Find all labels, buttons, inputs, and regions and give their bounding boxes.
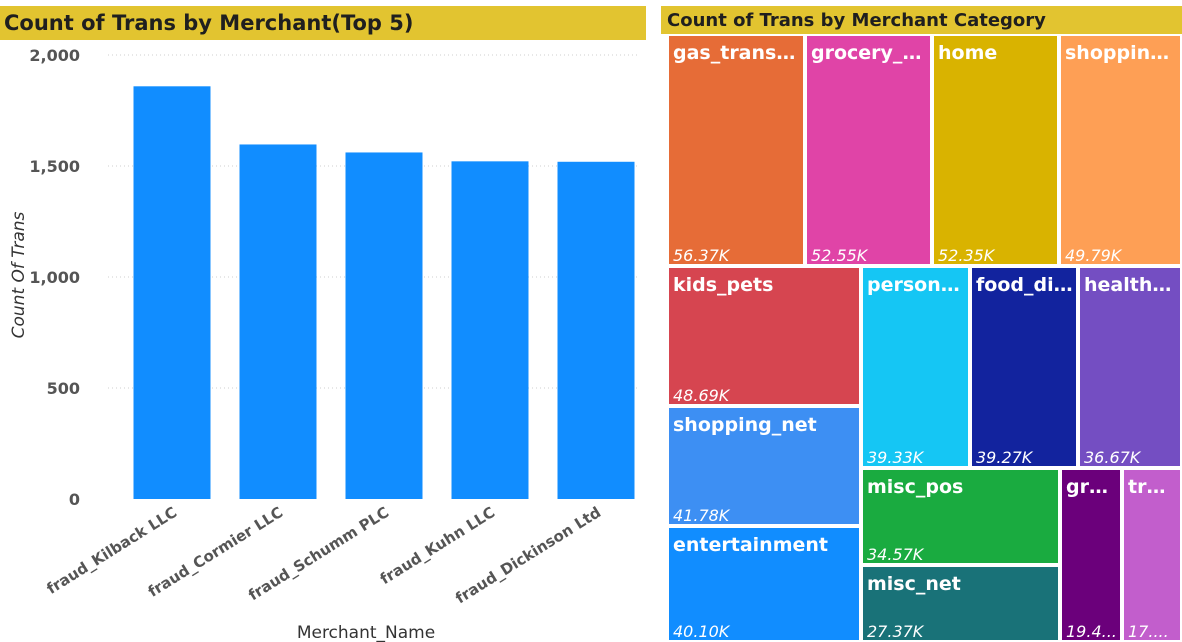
treemap-cell-value: 36.67K [1084, 448, 1141, 467]
treemap-cell-value: 19.4... [1066, 622, 1117, 641]
treemap-cell-value: 27.37K [867, 622, 924, 641]
treemap-cell-name: home [938, 42, 998, 64]
treemap-cell-name: persona... [867, 274, 966, 296]
treemap-cell-name: gas_transp... [673, 42, 801, 64]
treemap-cell-name: health_... [1084, 274, 1178, 296]
treemap-cell-value: 17.... [1128, 622, 1169, 641]
treemap-cell[interactable]: shopping_net 41.78K [667, 406, 861, 526]
treemap-cell[interactable]: grocery_p... 52.55K [805, 34, 932, 266]
treemap-cell[interactable]: food_di... 39.27K [970, 266, 1078, 468]
bar-chart-panel: Count of Trans by Merchant(Top 5) 0 500 1,… [0, 6, 646, 642]
treemap-cell[interactable]: health_... 36.67K [1078, 266, 1182, 468]
treemap-panel: Count of Trans by Merchant Category gas_… [661, 0, 1182, 642]
treemap-cell[interactable]: gas_transp... 56.37K [667, 34, 805, 266]
treemap-cell[interactable]: persona... 39.33K [861, 266, 970, 468]
bar [345, 152, 423, 499]
treemap-cell-value: 56.37K [673, 246, 730, 265]
treemap-cell-value: 40.10K [673, 622, 730, 641]
treemap-cell-name: misc_net [867, 573, 961, 595]
treemap-cell-name: grocery_p... [811, 42, 928, 64]
treemap-cell-name: gro... [1066, 476, 1118, 498]
treemap-cell-name: shopping_net [673, 414, 817, 436]
treemap-cell-value: 39.27K [976, 448, 1033, 467]
treemap-cell[interactable]: gro... 19.4... [1060, 468, 1122, 642]
y-tick-label: 1,000 [29, 268, 80, 287]
treemap-cell[interactable]: misc_pos 34.57K [861, 468, 1060, 565]
bar [133, 86, 211, 499]
treemap-cell-value: 41.78K [673, 506, 730, 525]
treemap-cell-value: 52.55K [811, 246, 868, 265]
y-tick-label: 0 [69, 490, 80, 509]
treemap-cell[interactable]: entertainment 40.10K [667, 526, 861, 642]
x-axis-title: Merchant_Name [297, 623, 435, 642]
treemap-cell-name: tra... [1128, 476, 1178, 498]
y-tick-label: 500 [47, 379, 80, 398]
treemap-cell[interactable]: misc_net 27.37K [861, 565, 1060, 642]
treemap-cell[interactable]: home 52.35K [932, 34, 1059, 266]
treemap-cell-name: food_di... [976, 274, 1074, 296]
treemap-cell[interactable]: tra... 17.... [1122, 468, 1182, 642]
bar [451, 161, 529, 499]
treemap-cell[interactable]: kids_pets 48.69K [667, 266, 861, 406]
treemap-title: Count of Trans by Merchant Category [661, 6, 1182, 34]
bar-chart-title: Count of Trans by Merchant(Top 5) [0, 6, 646, 40]
treemap-cell-value: 49.79K [1065, 246, 1122, 265]
treemap-cell[interactable]: shopping... 49.79K [1059, 34, 1182, 266]
y-tick-label: 2,000 [29, 46, 80, 65]
treemap-cell-value: 52.35K [938, 246, 995, 265]
y-tick-label: 1,500 [29, 157, 80, 176]
treemap-cell-name: shopping... [1065, 42, 1178, 64]
bar [557, 161, 635, 500]
treemap-cell-value: 39.33K [867, 448, 924, 467]
y-axis-title: Count Of Trans [9, 211, 29, 338]
treemap-cell-value: 34.57K [867, 545, 924, 564]
bar [239, 144, 317, 499]
treemap-cell-name: kids_pets [673, 274, 774, 296]
treemap-cell-value: 48.69K [673, 386, 730, 405]
treemap-cell-name: entertainment [673, 534, 828, 556]
treemap-cell-name: misc_pos [867, 476, 964, 498]
